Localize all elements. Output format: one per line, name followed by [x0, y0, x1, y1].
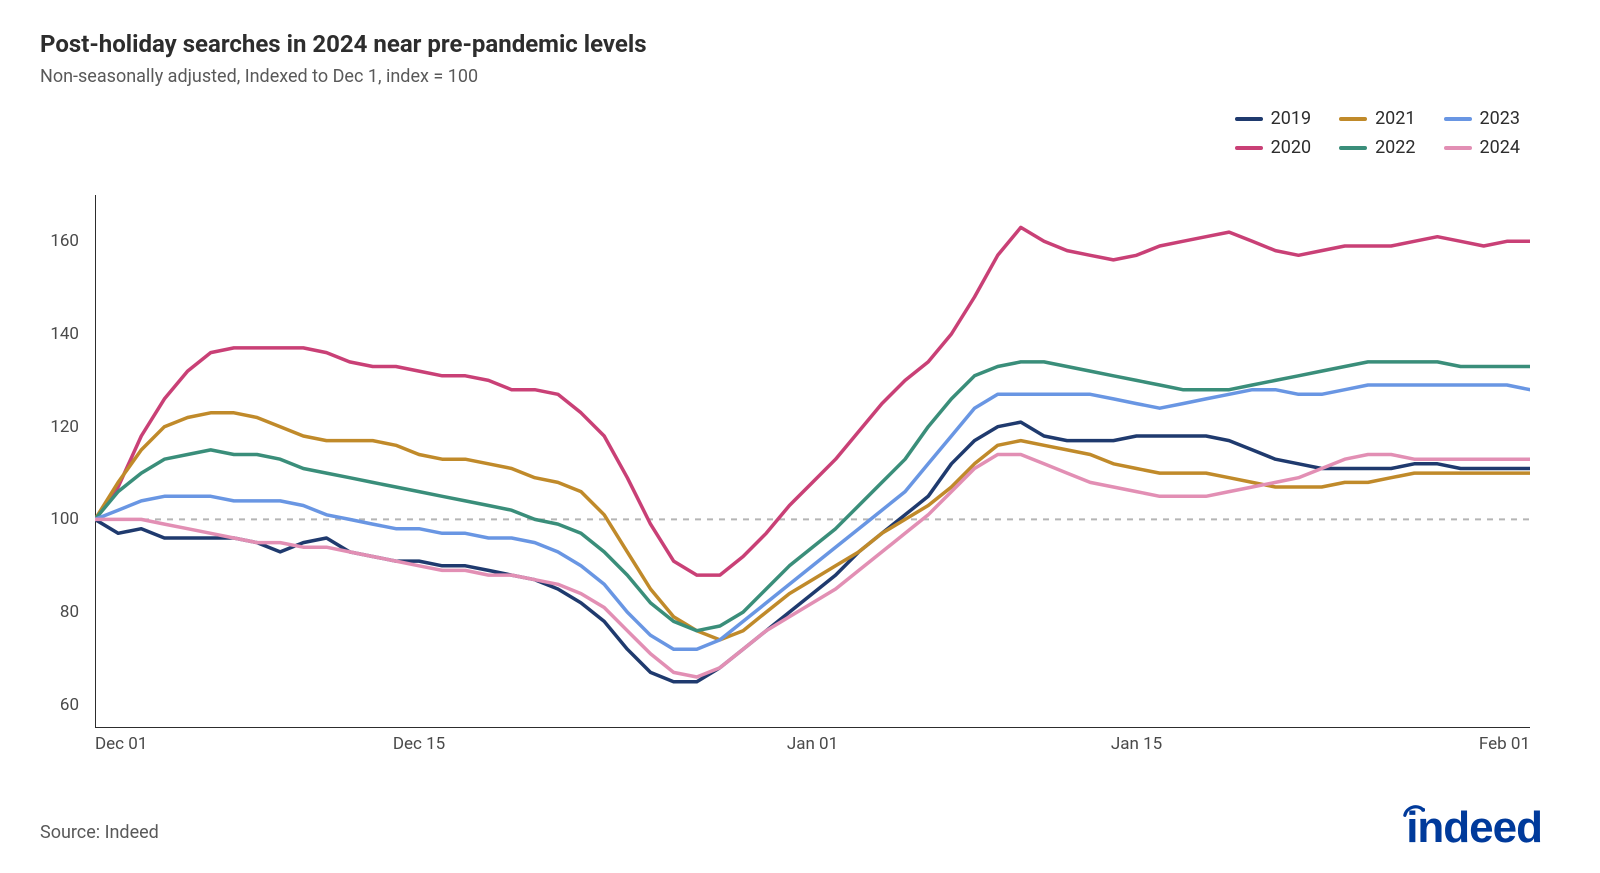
brand-logo: indeed [1406, 803, 1542, 853]
x-tick-label: Dec 15 [393, 734, 445, 754]
series-line-2023 [95, 385, 1530, 649]
legend-label: 2022 [1375, 137, 1415, 158]
x-axis: Dec 01 Dec 15 Jan 01 Jan 15 Feb 01 [95, 732, 1530, 758]
x-tick-label: Feb 01 [1479, 734, 1530, 754]
chart-svg [95, 195, 1530, 728]
series-line-2022 [95, 362, 1530, 631]
chart-subtitle: Non-seasonally adjusted, Indexed to Dec … [40, 66, 1540, 87]
legend-item-2023: 2023 [1444, 108, 1520, 129]
legend-item-2021: 2021 [1339, 108, 1415, 129]
series-line-2021 [95, 413, 1530, 640]
y-tick-label: 120 [50, 417, 79, 437]
logo-arc-icon [1403, 797, 1425, 819]
legend-swatch-icon [1339, 117, 1367, 121]
legend-label: 2024 [1480, 137, 1520, 158]
plot-area [95, 195, 1530, 728]
legend-item-2022: 2022 [1339, 137, 1415, 158]
legend-swatch-icon [1235, 117, 1263, 121]
series-line-2020 [95, 227, 1530, 575]
y-axis: 60 80 100 120 140 160 [40, 195, 85, 728]
legend-label: 2020 [1271, 137, 1311, 158]
legend-label: 2023 [1480, 108, 1520, 129]
y-tick-label: 60 [60, 695, 79, 715]
legend-item-2019: 2019 [1235, 108, 1311, 129]
legend-item-2024: 2024 [1444, 137, 1520, 158]
y-tick-label: 140 [50, 324, 79, 344]
x-tick-label: Jan 15 [1111, 734, 1162, 754]
y-tick-label: 100 [50, 509, 79, 529]
legend-item-2020: 2020 [1235, 137, 1311, 158]
source-text: Source: Indeed [40, 822, 159, 843]
chart-title: Post-holiday searches in 2024 near pre-p… [40, 30, 1540, 58]
legend-swatch-icon [1339, 146, 1367, 150]
x-tick-label: Dec 01 [95, 734, 147, 754]
legend-swatch-icon [1444, 117, 1472, 121]
x-tick-label: Jan 01 [787, 734, 838, 754]
series-line-2019 [95, 422, 1530, 682]
chart-zone: 60 80 100 120 140 160 Dec 01 Dec 15 Jan 01 Jan 1… [40, 195, 1540, 758]
y-tick-label: 160 [50, 231, 79, 251]
legend-swatch-icon [1235, 146, 1263, 150]
legend-swatch-icon [1444, 146, 1472, 150]
y-tick-label: 80 [60, 602, 79, 622]
legend-label: 2021 [1375, 108, 1415, 129]
brand-text: indeed [1406, 803, 1542, 852]
legend: 2019 2021 2023 2020 2022 2024 [1235, 108, 1520, 158]
chart-container: Post-holiday searches in 2024 near pre-p… [0, 0, 1600, 873]
legend-label: 2019 [1271, 108, 1311, 129]
